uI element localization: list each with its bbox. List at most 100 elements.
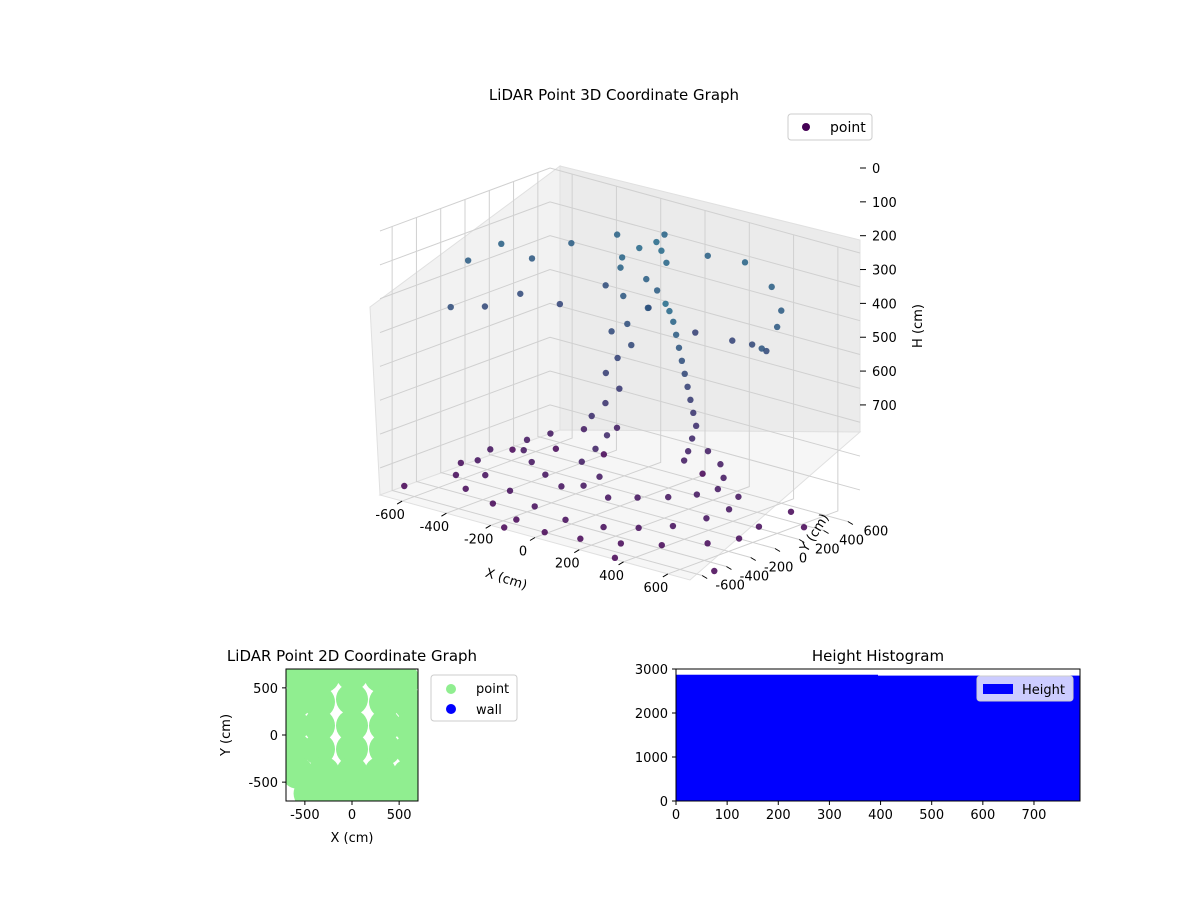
scatter3d-title: LiDAR Point 3D Coordinate Graph (489, 86, 739, 104)
data-point (600, 523, 607, 531)
data-point (596, 473, 603, 480)
legend-hist-box (976, 675, 1074, 702)
grid-line-z (379, 201, 861, 288)
grid-line-z (379, 404, 861, 491)
x-tick-label: -200 (464, 532, 494, 547)
y-tick-label-2d: 500 (253, 682, 278, 697)
z-axis-label-3d: H (cm) (911, 304, 926, 348)
x-tick-label: -400 (420, 520, 450, 535)
grid-line-y (391, 226, 703, 576)
data-point (678, 357, 686, 365)
grid-line-x (667, 246, 839, 575)
x-tick-label-2d: 0 (348, 808, 356, 823)
grid-line-x (401, 174, 573, 502)
x-tick (662, 573, 669, 578)
data-point (711, 567, 718, 575)
data-point (714, 485, 722, 493)
point-marker-2d (321, 779, 354, 801)
data-point (653, 287, 661, 294)
data-point (552, 445, 560, 452)
data-point (773, 323, 781, 331)
data-point (452, 471, 460, 479)
data-point (666, 307, 673, 315)
x-tick (396, 500, 403, 505)
data-point (506, 487, 514, 494)
grid-line-y (464, 199, 776, 549)
data-point (704, 447, 712, 455)
data-point (617, 540, 625, 547)
legend-3d: point (787, 113, 873, 141)
y-tick (750, 557, 756, 561)
data-point (608, 328, 615, 335)
data-point (457, 459, 465, 467)
data-point (617, 264, 624, 271)
y-tick (847, 521, 854, 525)
grid-line-y (537, 172, 848, 522)
data-point (693, 491, 701, 498)
data-point (481, 303, 489, 310)
data-point (464, 257, 472, 264)
data-point (616, 385, 623, 392)
data-point (688, 435, 696, 442)
y-tick-label: -200 (764, 561, 794, 576)
x-tick-label: -600 (375, 508, 405, 523)
x-tick-label-hist: 300 (817, 808, 842, 823)
axes-histogram: 0 100 200 300 400 500 600 700 0 1000 2000 3000 (635, 663, 1046, 823)
data-point (684, 383, 691, 391)
data-point (741, 259, 749, 266)
data-point (662, 300, 669, 307)
data-point (669, 522, 677, 530)
data-point (692, 329, 699, 336)
point-marker-2d (336, 709, 368, 742)
grid-line-z (379, 302, 861, 389)
grid-line-z (379, 235, 861, 322)
legend-3d-marker (802, 123, 810, 131)
grid-3d (379, 167, 861, 576)
data-point (684, 448, 692, 455)
data-point (624, 320, 631, 328)
data-point (447, 303, 454, 311)
data-point (725, 506, 733, 513)
z-tick-label: 400 (872, 297, 897, 312)
data-point (513, 516, 520, 523)
x-tick-label-hist: 200 (766, 808, 791, 823)
x-tick-label: 400 (599, 569, 624, 584)
data-point (556, 300, 564, 308)
data-point (665, 493, 672, 501)
point-marker-2d (336, 669, 368, 691)
grid-line-z (379, 336, 861, 423)
data-point (580, 482, 587, 489)
data-point (717, 461, 724, 468)
y-tick (701, 575, 708, 579)
z-tick-label: 600 (872, 365, 897, 380)
data-point (768, 283, 775, 291)
data-point (517, 290, 524, 297)
histogram-title: Height Histogram (812, 647, 944, 665)
x-tick (618, 561, 624, 566)
data-point (613, 424, 621, 431)
data-point (520, 446, 527, 454)
grid-line-z (379, 167, 861, 254)
data-point (618, 254, 626, 261)
data-point (672, 331, 680, 338)
scatter2d-chart: LiDAR Point 2D Coordinate Graph -500 0 500… (219, 647, 518, 846)
data-point (778, 307, 785, 314)
data-point (474, 457, 481, 464)
data-point (528, 255, 536, 262)
data-point (643, 275, 650, 283)
data-point (613, 231, 621, 238)
point-area-2d (286, 669, 418, 801)
point-marker-2d (293, 777, 326, 801)
data-point (614, 354, 621, 362)
data-point (663, 259, 670, 266)
scatter3d-chart: LiDAR Point 3D Coordinate Graph -600 -400… (369, 86, 926, 596)
data-point (720, 474, 727, 482)
x-tick-label-hist: 600 (970, 808, 995, 823)
grid-line-x (490, 198, 662, 526)
point-marker-2d (336, 733, 368, 766)
data-point (755, 523, 763, 530)
y-tick-label: 200 (815, 543, 840, 558)
data-point (735, 535, 743, 542)
legend-2d-label-point: point (476, 682, 509, 697)
grid-line-x (623, 234, 795, 563)
